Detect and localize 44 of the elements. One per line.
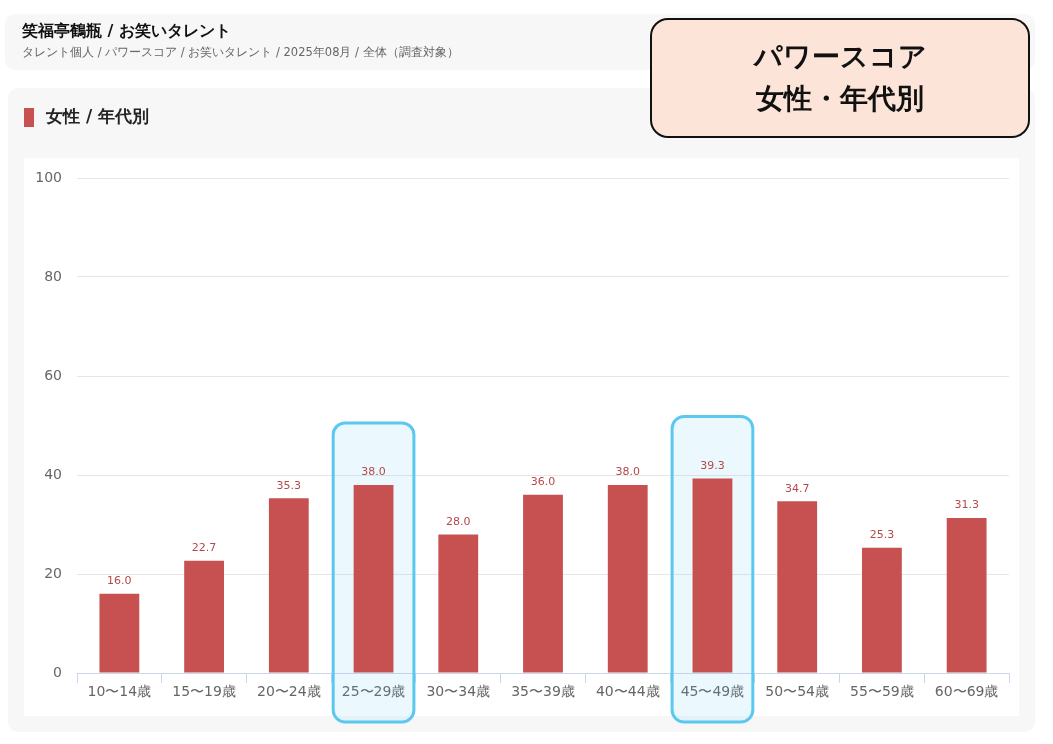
text: 女性・年代別	[756, 81, 924, 117]
bar	[99, 593, 140, 673]
y-tick-label: 100	[35, 168, 62, 185]
y-tick-label: 0	[53, 663, 62, 680]
bar	[862, 547, 902, 673]
y-tick-label: 20	[44, 564, 62, 581]
bar	[438, 534, 479, 673]
data-label: 31.3	[954, 498, 979, 512]
x-tick-label: 50〜54歳	[765, 683, 829, 700]
x-tick-label: 15〜19歳	[172, 683, 236, 700]
y-tick-label: 80	[44, 267, 62, 284]
x-tick-label: 35〜39歳	[511, 683, 575, 700]
x-tick-label: 20〜24歳	[257, 683, 321, 700]
x-tick-label: 40〜44歳	[595, 683, 660, 700]
bar	[692, 478, 733, 673]
x-tick-label: 10〜14歳	[87, 683, 152, 700]
text: 女性 / 年代別	[46, 105, 150, 128]
x-tick-label: 55〜59歳	[850, 683, 914, 700]
chart-title: 笑福亭鶴瓶 / お笑いタレント	[22, 21, 231, 42]
bar	[268, 498, 309, 673]
x-tick-label: 30〜34歳	[426, 683, 491, 700]
data-label: 39.3	[700, 458, 725, 472]
bar	[523, 494, 563, 673]
bar	[946, 518, 987, 673]
bar	[607, 484, 648, 673]
data-label: 35.3	[276, 478, 302, 492]
data-label: 38.0	[615, 465, 640, 479]
x-tick-label: 60〜69歳	[934, 683, 999, 700]
bar	[777, 501, 818, 673]
x-tick-label: 45〜49歳	[680, 683, 745, 700]
bar	[353, 484, 394, 673]
data-label: 36.0	[530, 475, 556, 489]
y-tick-label: 60	[44, 366, 62, 383]
bar	[184, 560, 224, 673]
chart-subtitle: タレント個人 / パワースコア / お笑いタレント / 2025年08月 / 全体（調査対象）	[22, 45, 459, 60]
x-tick-label: 25〜29歳	[341, 683, 406, 700]
data-label: 16.0	[107, 574, 132, 588]
data-label: 28.0	[446, 514, 471, 528]
data-label: 25.3	[869, 528, 895, 542]
data-label: 38.0	[361, 465, 386, 479]
data-label: 34.7	[784, 481, 810, 495]
y-tick-label: 40	[44, 465, 62, 482]
text: パワースコア	[753, 39, 927, 75]
data-label: 22.7	[191, 540, 217, 554]
